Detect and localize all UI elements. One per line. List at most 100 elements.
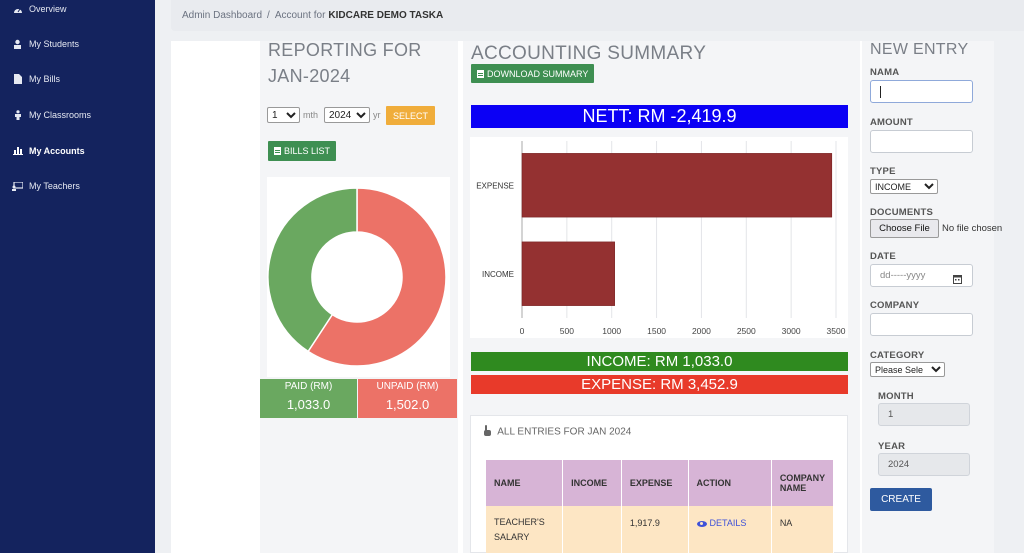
donut-slice-unpaid [307, 187, 447, 367]
type-label: TYPE [870, 166, 896, 177]
breadcrumb-current-prefix: Account for [274, 10, 326, 21]
sidebar-item-accounts[interactable]: My Accounts [0, 133, 155, 169]
download-summary-button[interactable]: DOWNLOAD SUMMARY [471, 64, 595, 83]
eye-icon [696, 520, 707, 527]
reporting-period: JAN-2024 [268, 66, 351, 86]
breadcrumb-separator: / [267, 10, 270, 21]
nama-input[interactable] [870, 80, 973, 103]
company-input[interactable] [870, 313, 973, 336]
month-label: MONTH [878, 391, 914, 402]
x-tick-label: 0 [520, 326, 525, 336]
year-field: 2024 [878, 453, 970, 476]
entries-table: NAME INCOME EXPENSE ACTION COMPANY NAME … [486, 460, 835, 553]
graduate-icon [12, 39, 23, 49]
x-tick-label: 2000 [692, 326, 711, 336]
sidebar-item-label: My Accounts [29, 145, 85, 156]
sidebar: Overview My Students My Bills My Classro… [0, 0, 155, 553]
bar-expense [521, 153, 833, 218]
cell-name: TEACHER'S SALARY [486, 506, 564, 553]
amount-label: AMOUNT [870, 117, 913, 128]
person-icon [12, 110, 23, 120]
nama-label: NAMA [870, 67, 900, 78]
unpaid-value: 1,502.0 [385, 397, 430, 412]
y-tick-label: INCOME [482, 270, 514, 279]
bills-list-label: BILLS LIST [284, 146, 331, 156]
table-row: TEACHER'S SALARY 1,917.9 DETAILS NA [486, 506, 835, 553]
file-icon [477, 69, 484, 78]
x-tick-label: 3500 [827, 326, 846, 336]
month-suffix: mth [303, 110, 319, 120]
y-tick-label: EXPENSE [476, 181, 514, 190]
paid-label: PAID (RM) [284, 381, 333, 392]
no-file-text: No file chosen [942, 223, 1003, 234]
sidebar-item-label: Overview [29, 4, 67, 14]
cell-action: DETAILS [688, 506, 772, 553]
cell-income [562, 506, 622, 553]
sidebar-item-students[interactable]: My Students [0, 26, 155, 62]
dashboard-icon [12, 4, 23, 14]
category-label: CATEGORY [870, 350, 925, 361]
column-header-company: COMPANY NAME [771, 460, 835, 506]
sidebar-item-teachers[interactable]: My Teachers [0, 168, 155, 204]
company-label: COMPANY [870, 300, 920, 311]
unpaid-label: UNPAID (RM) [376, 381, 439, 392]
column-header-action: ACTION [688, 460, 772, 506]
paid-unpaid-donut [267, 177, 450, 377]
file-icon [274, 147, 281, 155]
choose-file-button[interactable]: Choose File [870, 219, 939, 238]
date-placeholder: dd-----yyyy [880, 270, 926, 281]
breadcrumb: Admin Dashboard / Account for KIDCARE DE… [171, 0, 1024, 31]
month-field: 1 [878, 403, 970, 426]
column-header-expense: EXPENSE [621, 460, 689, 506]
paid-value: 1,033.0 [286, 397, 331, 412]
x-tick-label: 1000 [602, 326, 621, 336]
hand-pointer-icon [483, 425, 492, 439]
breadcrumb-root[interactable]: Admin Dashboard [182, 10, 263, 21]
month-select[interactable]: 1 [267, 107, 300, 123]
sidebar-item-classrooms[interactable]: My Classrooms [0, 97, 155, 133]
details-label: DETAILS [709, 518, 747, 528]
accounting-bar-chart: 0 500 1000 1500 2000 2500 3000 3500 EXPENSE INCOM… [470, 137, 848, 338]
entries-heading-text: ALL ENTRIES FOR JAN 2024 [497, 426, 632, 438]
breadcrumb-current-name: KIDCARE DEMO TASKA [328, 10, 444, 21]
paid-summary: PAID (RM) 1,033.0 [260, 379, 357, 418]
summary-title: ACCOUNTING SUMMARY [471, 43, 707, 64]
sidebar-item-label: My Teachers [29, 181, 80, 192]
bills-list-button[interactable]: BILLS LIST [268, 141, 337, 161]
bar-income [521, 241, 615, 306]
column-header-income: INCOME [562, 460, 622, 506]
type-select[interactable]: INCOME [870, 179, 938, 194]
select-button[interactable]: SELECT [386, 106, 435, 125]
x-tick-label: 1500 [647, 326, 666, 336]
sidebar-item-overview[interactable]: Overview [0, 0, 155, 18]
sidebar-item-bills[interactable]: My Bills [0, 62, 155, 98]
entries-heading: ALL ENTRIES FOR JAN 2024 [483, 425, 631, 439]
nett-banner: NETT: RM -2,419.9 [471, 105, 848, 128]
details-link[interactable]: DETAILS [696, 516, 763, 531]
amount-input[interactable] [870, 130, 973, 153]
year-select[interactable]: 2024 [324, 107, 370, 123]
category-select[interactable]: Please Sele [870, 362, 945, 377]
sidebar-item-label: My Bills [29, 74, 60, 85]
download-summary-label: DOWNLOAD SUMMARY [487, 68, 589, 79]
x-tick-label: 500 [560, 326, 574, 336]
new-entry-title: NEW ENTRY [870, 41, 969, 58]
reporting-title: REPORTING FOR [268, 40, 422, 60]
x-tick-label: 2500 [737, 326, 756, 336]
donut-slice-paid [267, 187, 358, 353]
date-label: DATE [870, 251, 896, 262]
x-tick-label: 3000 [782, 326, 801, 336]
text-cursor [880, 86, 881, 98]
cell-expense: 1,917.9 [621, 506, 689, 553]
income-banner: INCOME: RM 1,033.0 [471, 352, 848, 371]
date-input[interactable]: dd-----yyyy [870, 264, 973, 287]
year-suffix: yr [373, 110, 381, 120]
cell-company: NA [771, 506, 835, 553]
column-header-name: NAME [486, 460, 564, 506]
sidebar-item-label: My Classrooms [29, 109, 92, 120]
create-button[interactable]: CREATE [870, 488, 932, 511]
year-label: YEAR [878, 441, 906, 452]
documents-label: DOCUMENTS [870, 207, 934, 218]
expense-banner: EXPENSE: RM 3,452.9 [471, 375, 848, 394]
calendar-icon[interactable] [953, 271, 962, 289]
